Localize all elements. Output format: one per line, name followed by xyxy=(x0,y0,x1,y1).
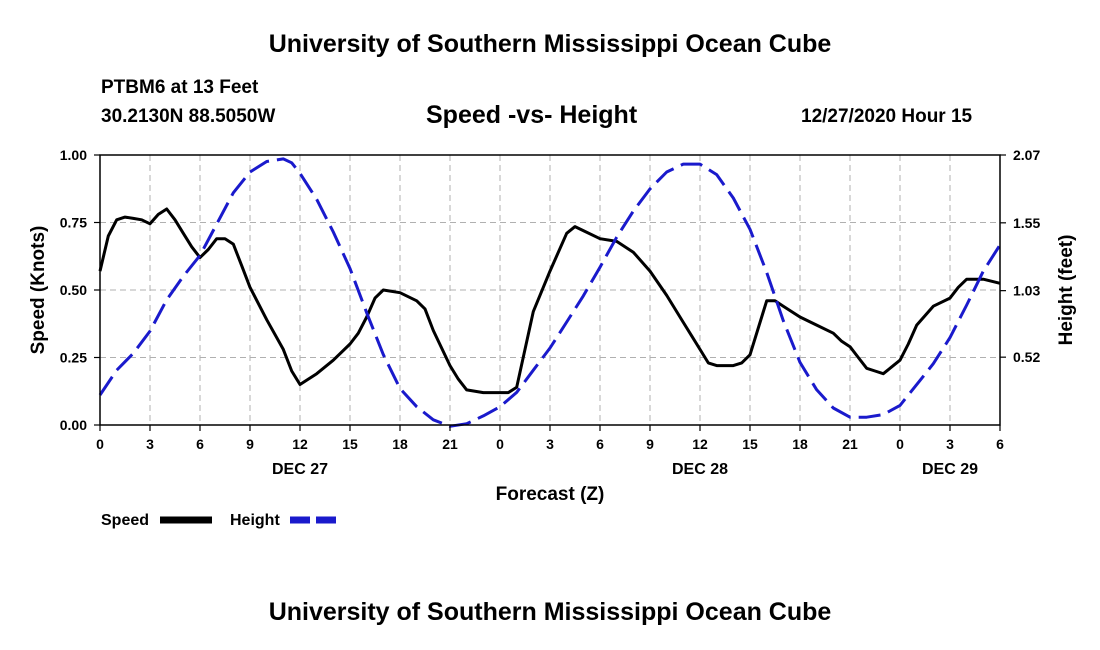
x-tick-label: 15 xyxy=(742,436,758,452)
y-axis-label: Speed (Knots) xyxy=(28,226,49,355)
forecast-datetime: 12/27/2020 Hour 15 xyxy=(801,106,973,127)
x-tick-label: 6 xyxy=(196,436,204,452)
y-tick-label: 0.75 xyxy=(60,215,87,231)
grid xyxy=(100,155,1000,425)
y2-tick-label: 1.03 xyxy=(1013,283,1040,299)
station-coordinates: 30.2130N 88.5050W xyxy=(101,106,276,127)
series-line-speed xyxy=(98,207,1001,395)
y-tick-label: 0.25 xyxy=(60,350,87,366)
x-tick-label: 9 xyxy=(646,436,654,452)
x-tick-label: 18 xyxy=(792,436,808,452)
day-label: DEC 29 xyxy=(922,461,978,478)
y-tick-label: 1.00 xyxy=(60,147,87,163)
x-tick-label: 15 xyxy=(342,436,358,452)
x-tick-label: 6 xyxy=(996,436,1004,452)
x-tick-label: 21 xyxy=(442,436,458,452)
x-tick-label: 18 xyxy=(392,436,408,452)
x-tick-label: 12 xyxy=(292,436,308,452)
x-tick-label: 3 xyxy=(546,436,554,452)
y2-tick-label: 0.52 xyxy=(1013,349,1040,365)
header-title: University of Southern Mississippi Ocean… xyxy=(268,30,832,58)
y2-tick-label: 1.55 xyxy=(1013,215,1040,231)
legend: Speed Height xyxy=(101,512,342,529)
legend-speed-label: Speed xyxy=(101,512,149,529)
x-tick-label: 0 xyxy=(896,436,904,452)
day-label: DEC 28 xyxy=(672,461,728,478)
x-tick-label: 0 xyxy=(496,436,504,452)
footer-title: University of Southern Mississippi Ocean… xyxy=(268,598,832,626)
series-layer xyxy=(98,157,1002,428)
series-line-height xyxy=(98,157,1002,428)
day-label: DEC 27 xyxy=(272,461,328,478)
legend-height-label: Height xyxy=(230,512,280,529)
y2-axis-label: Height (feet) xyxy=(1056,235,1077,346)
x-tick-label: 0 xyxy=(96,436,104,452)
y2-tick-label: 2.07 xyxy=(1013,147,1040,163)
chart-title: Speed -vs- Height xyxy=(426,101,638,129)
station-name: PTBM6 at 13 Feet xyxy=(101,77,259,98)
x-tick-label: 12 xyxy=(692,436,708,452)
x-tick-label: 3 xyxy=(146,436,154,452)
axes: 0 3 6 9 12 15 18 21 0 3 6 9 12 15 18 21 0 3 6 DEC 27 DEC 28 D… xyxy=(60,147,1041,478)
x-tick-label: 21 xyxy=(842,436,858,452)
x-tick-label: 9 xyxy=(246,436,254,452)
x-tick-label: 3 xyxy=(946,436,954,452)
x-tick-label: 6 xyxy=(596,436,604,452)
x-axis-label: Forecast (Z) xyxy=(496,484,605,505)
y-tick-label: 0.00 xyxy=(60,417,87,433)
y-tick-label: 0.50 xyxy=(60,282,87,298)
